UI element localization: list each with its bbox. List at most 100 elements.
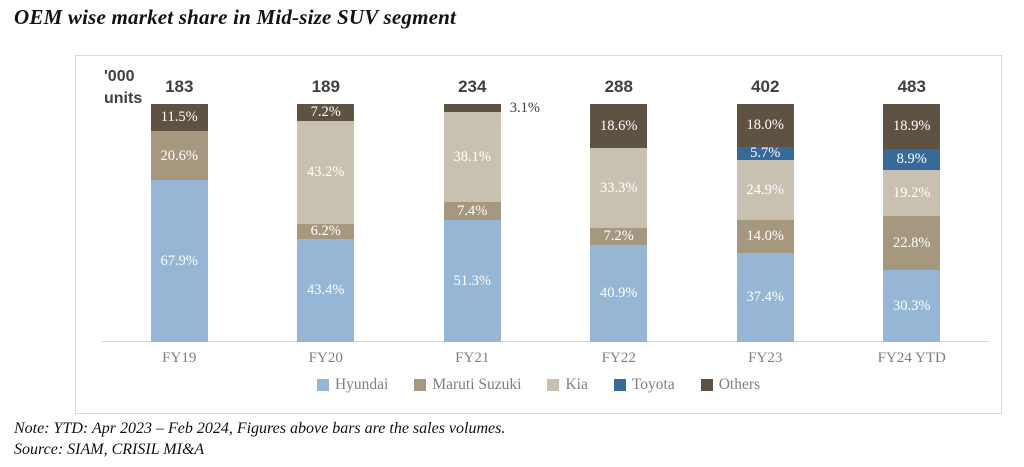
bar-column-fy21: 234 51.3% 7.4% 38.1% 3.1%	[399, 56, 546, 342]
segment-value-label: 43.2%	[307, 164, 345, 181]
x-axis-label-fy21: FY21	[455, 350, 490, 366]
bar-total-label-fy20: 189	[311, 77, 340, 97]
bar-column-fy23: 402 37.4% 14.0% 24.9% 5.7% 18.0%	[692, 56, 839, 342]
segment-value-label: 20.6%	[160, 147, 198, 164]
segment-value-label: 38.1%	[453, 148, 491, 165]
bar-segment-hyundai-fy23: 37.4%	[736, 253, 794, 342]
bar-total-label-fy23: 402	[751, 77, 780, 97]
bar-column-fy24-ytd: 483 30.3% 22.8% 19.2% 8.9% 18.9%	[839, 56, 986, 342]
segment-value-label: 30.3%	[893, 297, 931, 314]
segment-value-label: 51.3%	[453, 272, 491, 289]
bar-segment-maruti-suzuki-fy19: 20.6%	[150, 131, 208, 181]
legend-item-kia: Kia	[547, 376, 588, 394]
y-axis-units-label: '000 units	[104, 68, 143, 107]
segment-value-label: 18.9%	[893, 117, 931, 134]
bar-segment-hyundai-fy20: 43.4%	[297, 238, 355, 342]
legend-item-toyota: Toyota	[613, 376, 675, 394]
legend-swatch-icon	[547, 379, 560, 391]
segment-value-label: 37.4%	[746, 289, 784, 306]
segment-value-label: 8.9%	[896, 151, 927, 168]
bar-stack-fy19: 67.9% 20.6% 11.5%	[150, 104, 208, 342]
segment-value-label: 19.2%	[893, 184, 931, 201]
bar-stack-fy22: 40.9% 7.2% 33.3% 18.6%	[590, 104, 648, 342]
segment-value-label: 7.2%	[310, 104, 341, 121]
bar-total-label-fy21: 234	[458, 77, 487, 97]
segment-value-label: 11.5%	[160, 109, 198, 126]
bar-column-fy20: 189 43.4% 6.2% 43.2% 7.2%	[253, 56, 400, 342]
x-axis-label-fy23: FY23	[748, 350, 783, 366]
bar-segment-maruti-suzuki-fy23: 14.0%	[736, 219, 794, 253]
segment-value-label: 14.0%	[746, 228, 784, 245]
x-axis-label-fy24-ytd: FY24 YTD	[877, 350, 946, 366]
legend-swatch-icon	[414, 379, 427, 391]
bar-segment-maruti-suzuki-fy22: 7.2%	[590, 227, 648, 245]
segment-value-label: 24.9%	[746, 181, 784, 198]
legend-label: Others	[718, 376, 761, 393]
chart-panel: '000 units 183 67.9% 20.6% 11.5% 189 43.4% 6.2%…	[75, 55, 1002, 414]
bar-segment-others-fy23: 18.0%	[736, 104, 794, 147]
bar-segment-kia-fy22: 33.3%	[590, 148, 648, 228]
segment-value-label: 40.9%	[600, 285, 638, 302]
legend-label: Maruti Suzuki	[432, 376, 522, 393]
bar-column-fy22: 288 40.9% 7.2% 33.3% 18.6%	[546, 56, 693, 342]
bar-segment-hyundai-fy21: 51.3%	[443, 219, 501, 342]
bar-segment-others-fy21: 3.1%	[443, 101, 540, 115]
bar-segment-others-fy24-ytd: 18.9%	[883, 103, 941, 149]
bar-stack-fy21: 51.3% 7.4% 38.1% 3.1%	[443, 101, 540, 342]
legend-swatch-icon	[613, 379, 626, 391]
bar-segment-kia-fy21: 38.1%	[443, 111, 501, 203]
bar-segment-toyota-fy24-ytd: 8.9%	[883, 148, 941, 170]
bar-segment-maruti-suzuki-fy21: 7.4%	[443, 202, 501, 220]
bar-segment-kia-fy24-ytd: 19.2%	[883, 169, 941, 216]
segment-value-label: 18.6%	[600, 117, 638, 134]
bar-segment-kia-fy23: 24.9%	[736, 160, 794, 220]
legend-item-others: Others	[700, 376, 761, 394]
legend-item-hyundai: Hyundai	[316, 376, 389, 394]
bar-segment-others-fy20: 7.2%	[297, 104, 355, 122]
footnotes: Note: YTD: Apr 2023 – Feb 2024, Figures …	[14, 418, 505, 461]
legend-label: Toyota	[631, 376, 675, 393]
legend-item-maruti-suzuki: Maruti Suzuki	[414, 376, 521, 394]
x-axis-line	[102, 341, 989, 342]
segment-value-label: 33.3%	[600, 179, 638, 196]
plot-area: 183 67.9% 20.6% 11.5% 189 43.4% 6.2% 43.2% 7.2% 2…	[106, 56, 985, 342]
bar-segment-others-fy22: 18.6%	[590, 104, 648, 149]
x-axis-label-fy20: FY20	[308, 350, 343, 366]
segment-value-label: 7.4%	[457, 202, 488, 219]
bar-stack-fy24-ytd: 30.3% 22.8% 19.2% 8.9% 18.9%	[883, 103, 941, 342]
legend-label: Kia	[565, 376, 588, 393]
note-line: Note: YTD: Apr 2023 – Feb 2024, Figures …	[14, 420, 506, 437]
legend-swatch-icon	[700, 379, 713, 391]
bar-total-label-fy24-ytd: 483	[897, 76, 926, 96]
segment-value-label: 3.1%	[509, 99, 540, 116]
segment-value-label: 7.2%	[603, 227, 634, 244]
bar-stack-fy20: 43.4% 6.2% 43.2% 7.2%	[297, 104, 355, 342]
bar-segment-toyota-fy23: 5.7%	[736, 145, 794, 162]
x-axis-label-fy22: FY22	[601, 350, 636, 366]
bar-stack-fy23: 37.4% 14.0% 24.9% 5.7% 18.0%	[736, 104, 794, 342]
x-axis-labels: FY19 FY20 FY21 FY22 FY23 FY24 YTD	[106, 350, 985, 367]
bar-segment-hyundai-fy24-ytd: 30.3%	[883, 269, 941, 342]
segment-value-label: 5.7%	[750, 145, 781, 162]
legend-label: Hyundai	[334, 376, 389, 393]
segment-value-label: 6.2%	[310, 223, 341, 240]
bar-column-fy19: 183 67.9% 20.6% 11.5%	[106, 56, 253, 342]
legend: Hyundai Maruti Suzuki Kia Toyota Others	[76, 376, 1001, 394]
segment-value-label: 43.4%	[307, 282, 345, 299]
bar-segment-maruti-suzuki-fy20: 6.2%	[297, 223, 355, 240]
bar-total-label-fy19: 183	[165, 77, 194, 97]
legend-swatch-icon	[316, 379, 329, 391]
segment-value-label: 22.8%	[893, 234, 931, 251]
segment-value-label: 18.0%	[746, 117, 784, 134]
bar-segment-others-fy19: 11.5%	[150, 104, 208, 132]
source-line: Source: SIAM, CRISIL MI&A	[14, 441, 205, 459]
bar-segment-hyundai-fy22: 40.9%	[590, 244, 648, 342]
bar-total-label-fy22: 288	[604, 77, 633, 97]
x-axis-label-fy19: FY19	[162, 350, 197, 366]
segment-value-label: 67.9%	[160, 252, 198, 269]
bar-segment-kia-fy20: 43.2%	[297, 121, 355, 224]
chart-title: OEM wise market share in Mid-size SUV se…	[14, 5, 457, 29]
bar-segment-maruti-suzuki-fy24-ytd: 22.8%	[883, 215, 941, 270]
bar-segment-hyundai-fy19: 67.9%	[150, 180, 208, 342]
